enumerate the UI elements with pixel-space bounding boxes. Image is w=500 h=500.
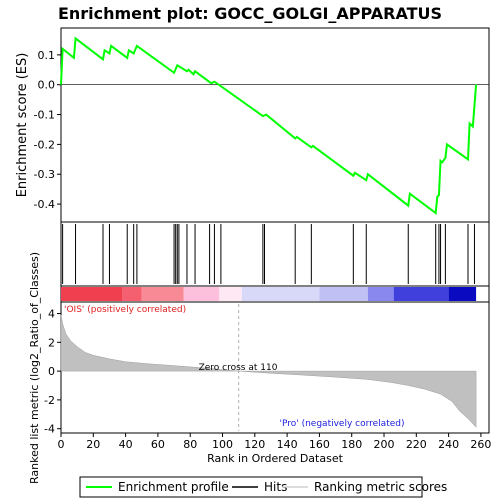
metric-y-tick-label: 2	[48, 336, 55, 349]
positive-class-label: 'OIS' (positively correlated)	[64, 305, 186, 315]
ranking-bar-segment	[241, 287, 320, 301]
x-tick-label: 100	[212, 438, 233, 451]
es-panel: -0.4 -0.3 -0.2 -0.1 0.0 0.1 Enrichment score …	[15, 27, 490, 223]
es-y-tick-label: -0.2	[34, 138, 55, 151]
x-tick-label: 180	[341, 438, 362, 451]
ranking-bar-segment	[61, 287, 123, 301]
x-axis-label: Rank in Ordered Dataset	[207, 452, 344, 465]
hits-panel-frame	[60, 221, 490, 287]
es-y-tick-label: -0.4	[34, 198, 55, 211]
x-tick-label: 140	[277, 438, 298, 451]
metric-y-tick-label: 4	[48, 308, 55, 321]
ranking-bar-segment	[122, 287, 142, 301]
es-y-tick-label: -0.1	[34, 109, 55, 122]
metric-y-axis-label: Ranked list metric (log2_Ratio_of_Classe…	[28, 252, 41, 484]
ranking-bar-segment	[319, 287, 368, 301]
ranking-bar-panel	[60, 285, 490, 303]
metric-panel: -4 -2 0 2 4 'OIS' (positively correlated) Ze…	[28, 252, 490, 484]
es-y-tick-label: 0.1	[38, 49, 56, 62]
negative-class-label: 'Pro' (negatively correlated)	[280, 419, 405, 429]
es-y-tick-label: 0.0	[38, 79, 56, 92]
ranking-bar-segment	[448, 287, 477, 301]
enrichment-profile-line	[60, 36, 478, 215]
es-y-tick-label: -0.3	[34, 168, 55, 181]
legend-label: Hits	[264, 480, 287, 494]
ranking-bar-segment	[141, 287, 184, 301]
x-tick-label: 220	[406, 438, 427, 451]
x-tick-label: 200	[374, 438, 395, 451]
x-tick-label: 40	[119, 438, 133, 451]
hits-panel	[60, 221, 490, 287]
x-tick-label: 120	[244, 438, 265, 451]
es-panel-frame	[60, 27, 490, 223]
legend-entries: Enrichment profile Hits Ranking metric sco…	[86, 480, 447, 494]
metric-y-ticks: -4 -2 0 2 4	[44, 308, 61, 436]
metric-y-tick-label: -4	[44, 423, 55, 436]
es-y-axis-label: Enrichment score (ES)	[15, 53, 30, 198]
zero-cross-label: Zero cross at 110	[199, 363, 278, 373]
x-tick-label: 0	[58, 438, 65, 451]
chart-title: Enrichment plot: GOCC_GOLGI_APPARATUS	[58, 4, 442, 23]
ranking-bar-segment	[393, 287, 449, 301]
x-tick-label: 60	[151, 438, 165, 451]
legend-label: Enrichment profile	[118, 480, 229, 494]
x-tick-label: 80	[183, 438, 197, 451]
x-axis: 0 20 40 60 80 100 120 140 160 180 200 220 240 260	[58, 433, 491, 451]
x-tick-label: 20	[86, 438, 100, 451]
legend: Enrichment profile Hits Ranking metric sco…	[79, 476, 447, 498]
legend-label: Ranking metric scores	[314, 480, 447, 494]
metric-y-tick-label: 0	[48, 365, 55, 378]
metric-y-tick-label: -2	[44, 394, 55, 407]
x-tick-label: 260	[470, 438, 491, 451]
ranking-bar-segment	[367, 287, 394, 301]
ranking-bar-segments	[61, 287, 477, 301]
es-y-ticks: -0.4 -0.3 -0.2 -0.1 0.0 0.1	[34, 49, 61, 211]
x-tick-label: 160	[309, 438, 330, 451]
ranking-bar-segment	[183, 287, 220, 301]
x-tick-label: 240	[438, 438, 459, 451]
ranking-bar-segment	[219, 287, 242, 301]
hit-marks	[62, 224, 475, 284]
